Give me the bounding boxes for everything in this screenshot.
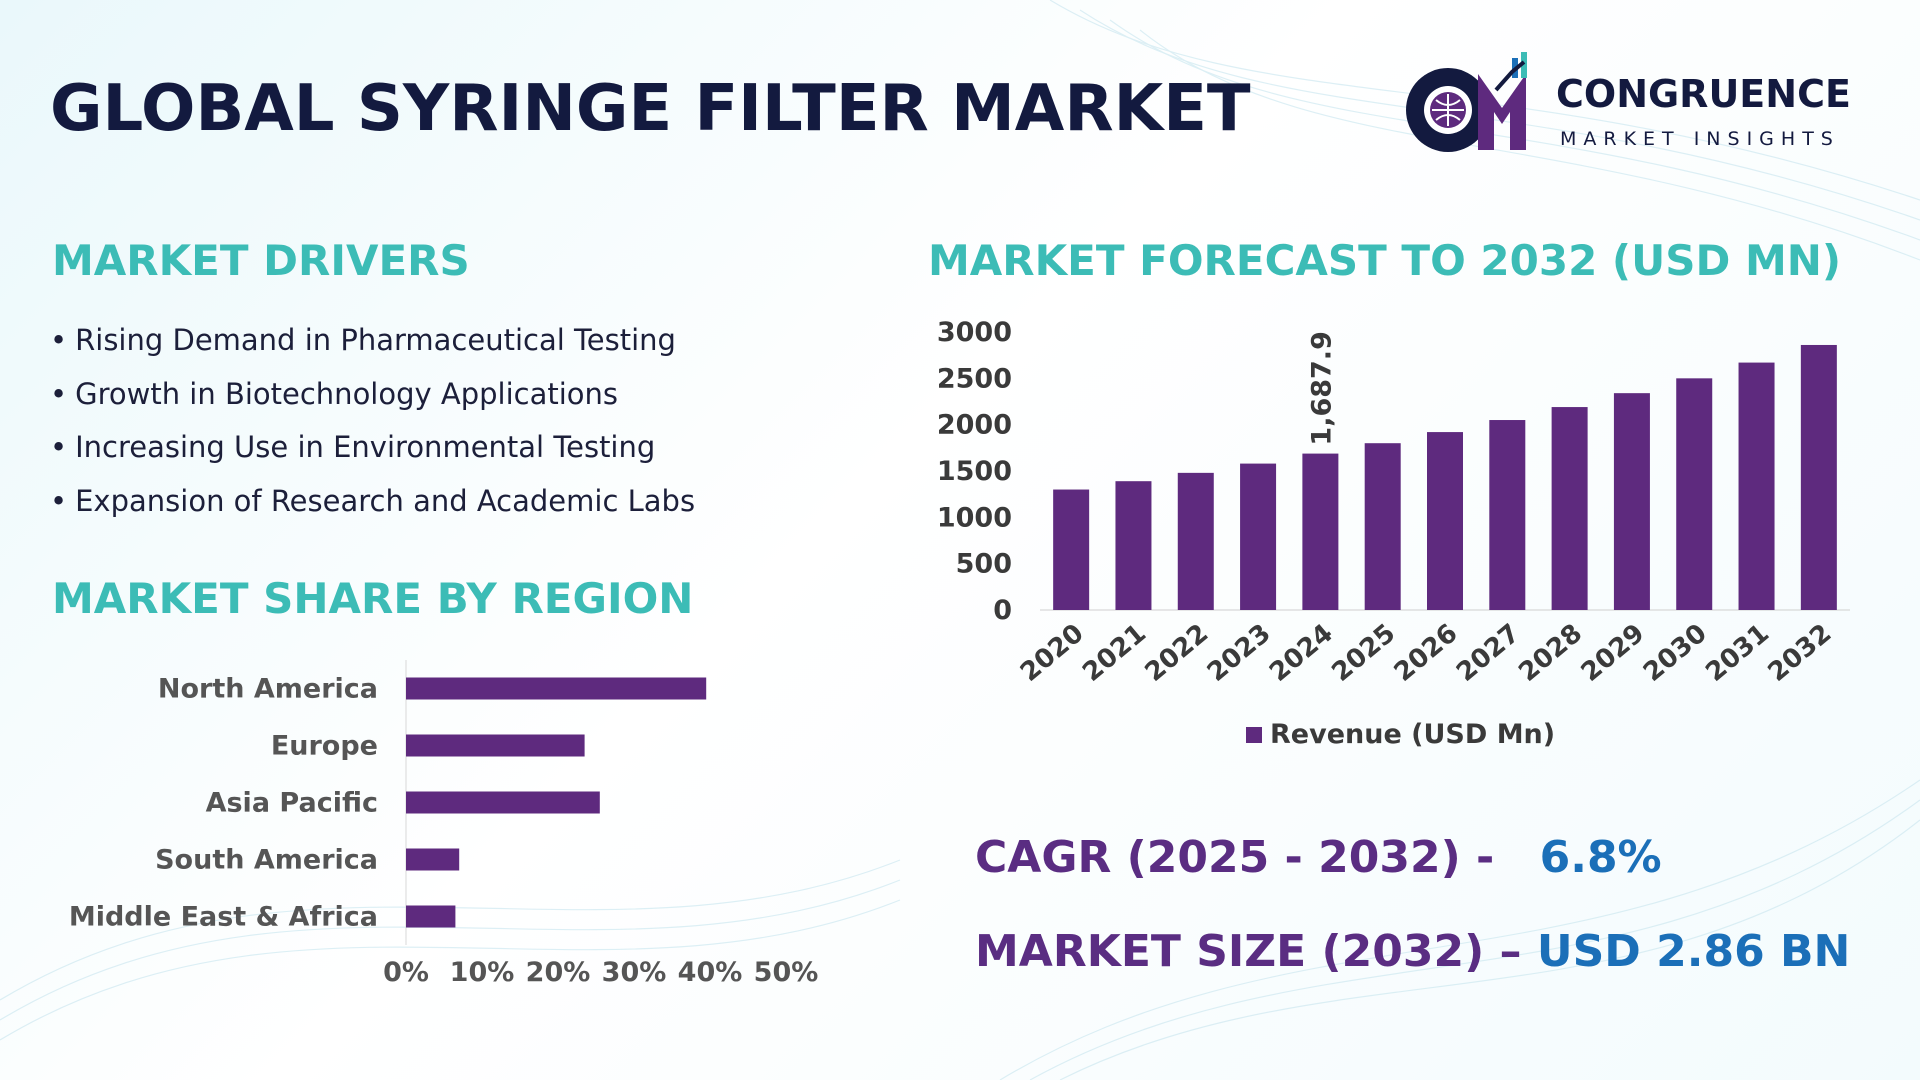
list-item: • Growth in Biotechnology Applications (50, 376, 619, 411)
bar (1551, 407, 1588, 610)
bar (1738, 362, 1775, 610)
x-tick-label: 2020 (1015, 618, 1090, 688)
logo-name: CONGRUENCE (1556, 72, 1851, 116)
category-label: Middle East & Africa (69, 902, 378, 933)
list-item: • Expansion of Research and Academic Labs (50, 483, 696, 518)
bar (1613, 393, 1650, 610)
x-tick-label: 30% (602, 957, 667, 988)
list-item: • Rising Demand in Pharmaceutical Testing (50, 323, 676, 357)
driver-text: Increasing Use in Environmental Testing (75, 430, 656, 464)
bar (406, 905, 456, 928)
x-tick-label: 2021 (1077, 618, 1152, 688)
x-tick-label: 2032 (1763, 618, 1838, 688)
forecast-chart: 0 500 1000 1500 2000 2500 3000 2020202120222023… (937, 317, 1850, 750)
x-tick-label: 10% (450, 957, 515, 988)
x-tick-label: 2028 (1513, 618, 1588, 688)
category-label: South America (155, 845, 378, 876)
y-tick-label: 2500 (937, 363, 1012, 394)
y-tick-label: 3000 (937, 317, 1012, 348)
y-tick-label: 1000 (937, 502, 1012, 533)
y-tick-label: 2000 (937, 410, 1012, 441)
bar (1800, 344, 1837, 610)
data-label: 1,687.9 (1306, 331, 1337, 445)
bar (406, 791, 600, 814)
bar (1115, 481, 1152, 610)
bar (406, 848, 460, 871)
cagr-value: 6.8% (1539, 832, 1662, 883)
x-tick-label: 40% (678, 957, 743, 988)
x-tick-label: 2025 (1326, 618, 1401, 688)
x-tick-label: 2022 (1140, 618, 1215, 688)
market-size-label: MARKET SIZE (2032) – (975, 926, 1522, 977)
y-tick-label: 1500 (937, 456, 1012, 487)
bar (1302, 453, 1339, 610)
logo-tagline: MARKET INSIGHTS (1560, 128, 1840, 150)
bar (406, 734, 585, 757)
category-label: Europe (271, 731, 378, 762)
forecast-heading: MARKET FORECAST TO 2032 (USD MN) (928, 236, 1842, 285)
x-tick-label: 2026 (1389, 618, 1464, 688)
x-tick-label: 2029 (1576, 618, 1651, 688)
drivers-list: • Rising Demand in Pharmaceutical Testing… (50, 322, 695, 536)
x-tick-label: 2031 (1700, 618, 1775, 688)
x-tick-label: 2023 (1202, 618, 1277, 688)
x-tick-label: 2027 (1451, 618, 1526, 688)
driver-text: Rising Demand in Pharmaceutical Testing (75, 323, 676, 357)
category-label: Asia Pacific (206, 788, 378, 819)
bar (1676, 378, 1713, 610)
market-size-value: USD 2.86 BN (1536, 926, 1851, 977)
bar (406, 677, 707, 700)
x-tick-label: 50% (754, 957, 819, 988)
page-title: GLOBAL SYRINGE FILTER MARKET (50, 72, 1251, 146)
bar (1427, 432, 1463, 610)
x-tick-label: 20% (526, 957, 591, 988)
x-tick-label: 2030 (1638, 618, 1713, 688)
bar (1053, 489, 1090, 610)
drivers-heading: MARKET DRIVERS (52, 236, 470, 285)
y-tick-label: 0 (993, 595, 1012, 626)
brand-logo: CONGRUENCE MARKET INSIGHTS (1400, 50, 1870, 160)
bar (1177, 472, 1214, 610)
bar (1240, 463, 1277, 610)
list-item: • Increasing Use in Environmental Testing (50, 430, 656, 464)
cagr-label: CAGR (2025 - 2032) - (975, 832, 1495, 883)
bar (1364, 443, 1401, 610)
region-heading: MARKET SHARE BY REGION (52, 574, 694, 623)
category-label: North America (158, 674, 378, 705)
y-tick-label: 500 (956, 549, 1012, 580)
region-share-chart: North America Europe Asia Pacific South Ame… (69, 660, 819, 988)
x-tick-label: 2024 (1264, 618, 1339, 688)
driver-text: Growth in Biotechnology Applications (75, 376, 619, 411)
driver-text: Expansion of Research and Academic Labs (75, 483, 696, 518)
market-size-stat: MARKET SIZE (2032) – USD 2.86 BN (975, 926, 1850, 977)
bar (1489, 420, 1526, 610)
logo-mark-icon (1406, 52, 1527, 152)
legend-swatch (1246, 727, 1262, 743)
cagr-stat: CAGR (2025 - 2032) - 6.8% (975, 832, 1662, 883)
x-tick-label: 0% (383, 957, 429, 988)
legend-label: Revenue (USD Mn) (1270, 719, 1555, 750)
